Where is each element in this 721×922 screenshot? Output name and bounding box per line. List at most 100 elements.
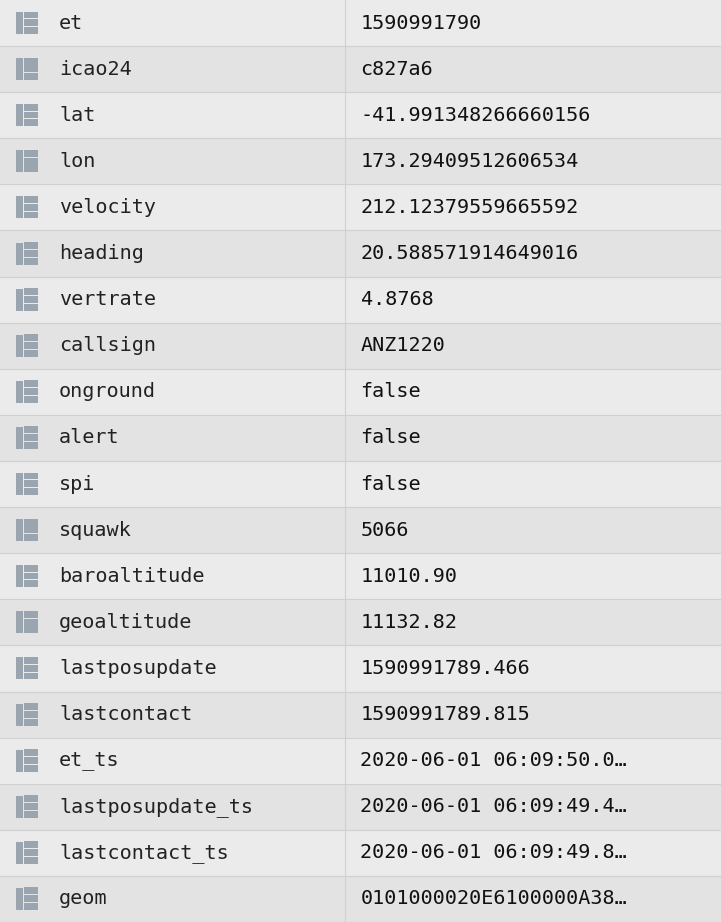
Bar [24,488,31,495]
Text: lastposupdate_ts: lastposupdate_ts [59,797,253,817]
Text: false: false [360,383,421,401]
Bar [31,565,38,572]
Bar [31,665,38,671]
Text: 2020-06-01 06:09:49.8…: 2020-06-01 06:09:49.8… [360,844,627,862]
Text: lon: lon [59,152,95,171]
Bar [0,461,721,507]
Bar [31,19,38,26]
Bar [17,750,22,772]
Bar [24,58,31,65]
Text: 1590991789.815: 1590991789.815 [360,705,530,724]
Bar [17,703,22,726]
Bar [24,349,31,357]
Bar [24,211,31,219]
Bar [24,764,31,772]
Bar [17,242,22,265]
Text: 5066: 5066 [360,521,409,539]
Bar [31,849,38,856]
Bar [17,58,22,80]
Bar [24,842,31,848]
Bar [24,810,31,818]
Bar [0,553,721,599]
Bar [24,196,31,203]
Bar [31,396,38,403]
Text: 2020-06-01 06:09:49.4…: 2020-06-01 06:09:49.4… [360,798,627,816]
Bar [24,534,31,541]
Bar [24,250,31,256]
Bar [24,903,31,910]
Bar [31,473,38,479]
Bar [31,65,38,72]
Bar [24,19,31,26]
Bar [31,757,38,763]
Bar [24,565,31,572]
Bar [31,204,38,210]
Bar [24,342,31,349]
Bar [31,488,38,495]
Bar [17,104,22,126]
Text: 20.588571914649016: 20.588571914649016 [360,244,579,263]
Text: icao24: icao24 [59,60,132,78]
Bar [17,427,22,449]
Bar [31,250,38,256]
Bar [24,619,31,625]
Text: lastcontact_ts: lastcontact_ts [59,843,229,863]
Bar [0,0,721,46]
Bar [24,396,31,403]
Bar [31,434,38,441]
Bar [24,12,31,18]
Bar [0,645,721,692]
Bar [31,857,38,864]
Bar [0,692,721,738]
Bar [31,718,38,726]
Bar [31,803,38,810]
Bar [24,803,31,810]
Bar [24,750,31,756]
Text: callsign: callsign [59,337,156,355]
Bar [17,196,22,219]
Bar [24,303,31,311]
Bar [24,158,31,164]
Bar [31,242,38,249]
Bar [24,150,31,157]
Bar [17,519,22,541]
Text: 11132.82: 11132.82 [360,613,458,632]
Bar [24,104,31,111]
Text: velocity: velocity [59,198,156,217]
Bar [31,611,38,618]
Bar [31,27,38,34]
Bar [17,888,22,910]
Text: lat: lat [59,106,95,124]
Bar [0,323,721,369]
Bar [31,335,38,341]
Bar [31,158,38,164]
Bar [17,381,22,403]
Bar [31,388,38,395]
Text: et: et [59,14,84,32]
Text: 173.29409512606534: 173.29409512606534 [360,152,579,171]
Bar [24,626,31,633]
Bar [0,507,721,553]
Bar [24,335,31,341]
Bar [31,12,38,18]
Bar [24,895,31,902]
Bar [24,434,31,441]
Bar [24,526,31,533]
Bar [24,703,31,710]
Bar [31,888,38,894]
Text: 0101000020E6100000A38…: 0101000020E6100000A38… [360,890,627,908]
Text: heading: heading [59,244,144,263]
Bar [24,289,31,295]
Bar [31,711,38,717]
Bar [24,611,31,618]
Bar [24,888,31,894]
Bar [24,442,31,449]
Bar [31,895,38,902]
Text: 1590991790: 1590991790 [360,14,482,32]
Bar [24,119,31,126]
Bar [31,73,38,80]
Text: lastcontact: lastcontact [59,705,193,724]
Bar [24,165,31,172]
Bar [24,204,31,210]
Bar [24,580,31,587]
